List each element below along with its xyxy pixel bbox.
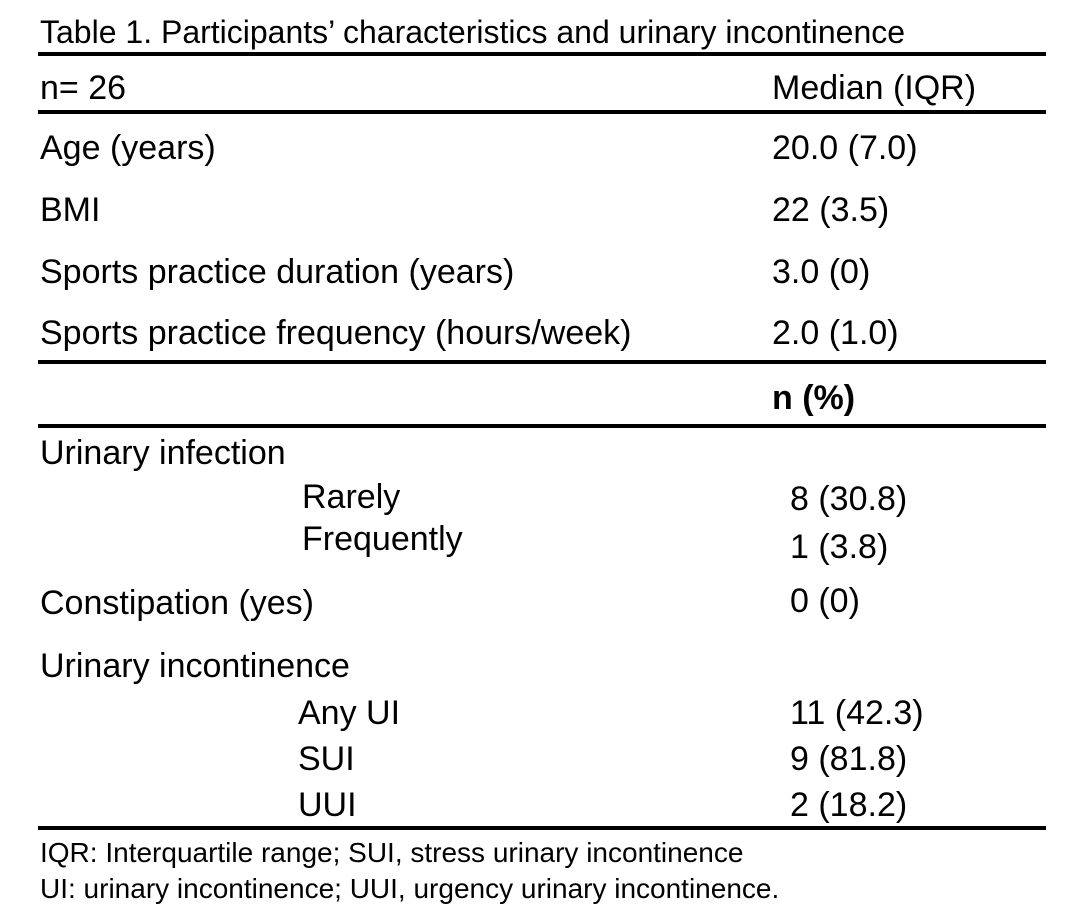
- row-value-sports-duration: 3.0 (0): [772, 253, 871, 291]
- row-value-age: 20.0 (7.0): [772, 129, 918, 167]
- urinary-infection-frequently-label: Frequently: [302, 520, 463, 558]
- any-ui-label: Any UI: [298, 694, 401, 732]
- row-label-age: Age (years): [40, 129, 216, 167]
- subheader-rule: [38, 424, 1046, 428]
- sui-label: SUI: [298, 740, 355, 778]
- bottom-rule: [38, 826, 1046, 830]
- urinary-infection-rarely-value: 8 (30.8): [790, 480, 908, 518]
- urinary-infection-rarely-label: Rarely: [302, 478, 401, 516]
- row-label-bmi: BMI: [40, 191, 101, 229]
- constipation-value: 0 (0): [790, 582, 860, 620]
- n-percent-header: n (%): [772, 379, 856, 417]
- sample-size-label: n= 26: [40, 69, 127, 107]
- middle-rule: [38, 360, 1046, 364]
- row-value-bmi: 22 (3.5): [772, 191, 890, 229]
- footnote-2: UI: urinary incontinence; UUI, urgency u…: [40, 873, 780, 904]
- median-iqr-header: Median (IQR): [772, 69, 977, 107]
- uui-value: 2 (18.2): [790, 786, 908, 824]
- constipation-label: Constipation (yes): [40, 584, 315, 622]
- sui-value: 9 (81.8): [790, 740, 908, 778]
- footnote-1: IQR: Interquartile range; SUI, stress ur…: [40, 837, 744, 868]
- row-label-sports-duration: Sports practice duration (years): [40, 253, 515, 291]
- table-title: Table 1. Participants’ characteristics a…: [40, 14, 906, 50]
- urinary-infection-label: Urinary infection: [40, 434, 286, 472]
- row-value-sports-frequency: 2.0 (1.0): [772, 314, 899, 352]
- top-rule: [38, 52, 1046, 56]
- uui-label: UUI: [298, 786, 357, 824]
- urinary-incontinence-label: Urinary incontinence: [40, 647, 350, 685]
- row-label-sports-frequency: Sports practice frequency (hours/week): [40, 314, 632, 352]
- any-ui-value: 11 (42.3): [790, 694, 924, 732]
- header-rule: [38, 110, 1046, 114]
- urinary-infection-frequently-value: 1 (3.8): [790, 528, 889, 566]
